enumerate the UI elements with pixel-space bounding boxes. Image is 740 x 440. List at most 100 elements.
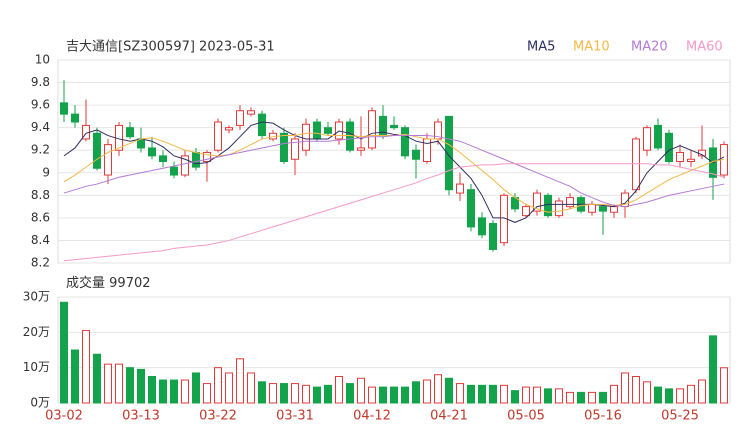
volume-bar bbox=[665, 388, 673, 404]
volume-bar bbox=[192, 372, 200, 404]
volume-bar bbox=[115, 363, 123, 404]
volume-tick-label: 30万 bbox=[23, 290, 50, 304]
x-tick-label: 03-31 bbox=[276, 409, 314, 424]
volume-bar bbox=[346, 383, 354, 404]
candle-body bbox=[522, 206, 530, 217]
candle-body bbox=[368, 110, 376, 149]
candle-body bbox=[93, 132, 101, 169]
candle-body bbox=[324, 127, 332, 134]
volume-bar bbox=[357, 377, 365, 404]
volume-bar bbox=[566, 391, 574, 404]
volume-bar bbox=[720, 367, 728, 404]
volume-bar bbox=[302, 384, 310, 404]
volume-bar bbox=[599, 391, 607, 404]
candle-body bbox=[599, 206, 607, 212]
volume-bar bbox=[643, 381, 651, 404]
candle-body bbox=[203, 151, 211, 163]
volume-bar bbox=[445, 377, 453, 404]
candle-body bbox=[533, 192, 541, 212]
volume-bar bbox=[489, 384, 497, 404]
candle-body bbox=[280, 132, 288, 163]
candle-body bbox=[104, 144, 112, 176]
volume-bar bbox=[390, 386, 398, 404]
legend-label: MA20 bbox=[631, 40, 668, 55]
volume-bar bbox=[280, 383, 288, 404]
y-tick-label: 9 bbox=[42, 165, 50, 179]
volume-bar bbox=[181, 379, 189, 404]
candle-body bbox=[181, 155, 189, 176]
candle-body bbox=[555, 200, 563, 217]
candle-body bbox=[588, 203, 596, 213]
volume-bar bbox=[621, 372, 629, 404]
candle-body bbox=[225, 127, 233, 131]
x-tick-label: 05-16 bbox=[584, 409, 622, 424]
y-tick-label: 8.4 bbox=[31, 233, 50, 247]
volume-bar bbox=[203, 383, 211, 404]
candle-body bbox=[467, 189, 475, 228]
volume-bar bbox=[93, 353, 101, 404]
candle-body bbox=[313, 121, 321, 140]
x-tick-label: 05-05 bbox=[507, 409, 545, 424]
volume-bar bbox=[654, 386, 662, 404]
ma-line bbox=[63, 135, 725, 208]
candle-body bbox=[159, 155, 167, 163]
volume-bar bbox=[500, 384, 508, 404]
volume-bar bbox=[412, 381, 420, 404]
volume-bar bbox=[104, 363, 112, 404]
volume-bar bbox=[544, 388, 552, 404]
volume-bar bbox=[379, 386, 387, 404]
candle-body bbox=[170, 166, 178, 176]
volume-bar bbox=[687, 384, 695, 404]
volume-bar bbox=[324, 384, 332, 404]
candle-body bbox=[236, 110, 244, 126]
volume-bar bbox=[148, 376, 156, 404]
x-tick-label: 03-13 bbox=[122, 409, 160, 424]
volume-bar bbox=[258, 381, 266, 404]
candle-body bbox=[60, 102, 68, 115]
legend-label: MA10 bbox=[573, 40, 610, 55]
volume-bar bbox=[467, 384, 475, 404]
volume-bar bbox=[456, 383, 464, 404]
volume-bar bbox=[434, 374, 442, 404]
candle-body bbox=[214, 121, 222, 151]
volume-tick-label: 20万 bbox=[23, 325, 50, 339]
x-tick-label: 03-02 bbox=[45, 409, 83, 424]
y-tick-label: 9.2 bbox=[31, 143, 50, 157]
volume-bar bbox=[709, 335, 717, 404]
ma-line bbox=[63, 163, 725, 262]
candle-body bbox=[247, 110, 255, 115]
volume-bar bbox=[71, 349, 79, 404]
volume-bar bbox=[522, 386, 530, 404]
y-tick-label: 9.8 bbox=[31, 75, 50, 89]
volume-bar bbox=[126, 367, 134, 404]
volume-bar bbox=[313, 386, 321, 404]
volume-bar bbox=[511, 390, 519, 404]
candle-body bbox=[632, 138, 640, 191]
x-tick-label: 03-22 bbox=[199, 409, 237, 424]
volume-bar bbox=[170, 379, 178, 404]
volume-bar bbox=[577, 391, 585, 404]
y-tick-label: 8.8 bbox=[31, 188, 50, 202]
x-tick-label: 04-21 bbox=[430, 409, 468, 424]
candle-body bbox=[302, 123, 310, 151]
chart-title: 吉大通信[SZ300597] 2023-05-31 bbox=[66, 40, 275, 55]
volume-last: 99702 bbox=[109, 276, 150, 291]
candle-body bbox=[401, 127, 409, 157]
legend-label: MA60 bbox=[686, 40, 723, 55]
candle-body bbox=[423, 138, 431, 162]
volume-bar bbox=[555, 388, 563, 404]
candle-body bbox=[478, 217, 486, 236]
candle-body bbox=[412, 149, 420, 160]
y-tick-label: 9.6 bbox=[31, 98, 50, 112]
candle-body bbox=[654, 124, 662, 149]
volume-bar bbox=[698, 379, 706, 404]
candle-body bbox=[335, 121, 343, 140]
candle-body bbox=[148, 147, 156, 157]
volume-bar bbox=[236, 358, 244, 404]
ma-line bbox=[63, 121, 725, 223]
y-tick-label: 9.4 bbox=[31, 120, 50, 134]
candle-body bbox=[71, 113, 79, 123]
candle-body bbox=[126, 127, 134, 138]
volume-bar bbox=[247, 372, 255, 404]
